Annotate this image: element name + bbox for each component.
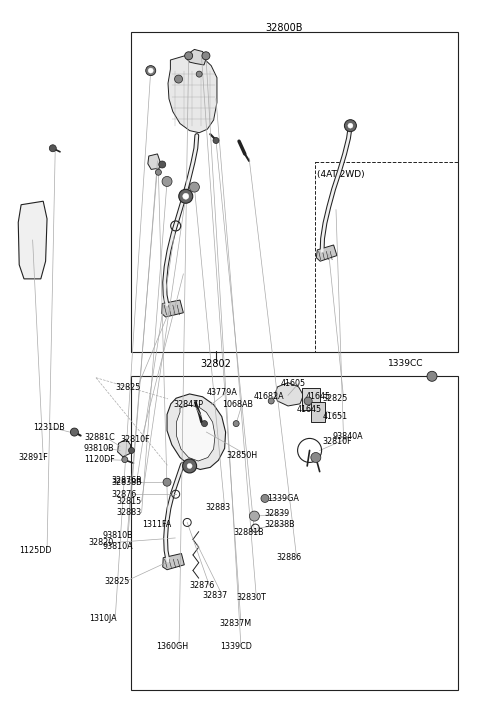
Text: 43779A: 43779A (206, 388, 237, 397)
Text: 32800B: 32800B (265, 23, 303, 33)
Text: 41682A: 41682A (253, 392, 284, 400)
Polygon shape (148, 154, 160, 169)
Text: 1360GH: 1360GH (156, 642, 188, 651)
Text: 32837M: 32837M (220, 619, 252, 628)
Text: 1068AB: 1068AB (222, 400, 253, 409)
Polygon shape (118, 439, 131, 457)
Circle shape (348, 123, 353, 128)
FancyBboxPatch shape (302, 388, 320, 410)
Polygon shape (167, 394, 226, 469)
Circle shape (187, 463, 192, 469)
Text: 32876R: 32876R (111, 477, 142, 485)
Circle shape (175, 75, 182, 83)
Text: 32886: 32886 (276, 554, 301, 562)
Text: 32815: 32815 (117, 497, 142, 505)
Circle shape (156, 169, 161, 175)
Circle shape (427, 371, 437, 381)
Text: 1120DF: 1120DF (84, 455, 115, 464)
Circle shape (146, 66, 156, 76)
Text: 32825: 32825 (115, 383, 141, 392)
Text: 32838B: 32838B (264, 520, 295, 529)
Circle shape (261, 494, 269, 503)
Circle shape (183, 193, 189, 199)
Text: 41645: 41645 (296, 405, 321, 414)
Text: 32881C: 32881C (84, 433, 115, 441)
Text: 32810F: 32810F (323, 438, 352, 446)
Text: 1311FA: 1311FA (142, 520, 171, 529)
Text: 32837: 32837 (202, 591, 228, 599)
Text: 32825: 32825 (323, 395, 348, 403)
Polygon shape (18, 201, 47, 279)
Polygon shape (163, 554, 184, 570)
Circle shape (202, 421, 207, 426)
Text: 32839: 32839 (264, 509, 290, 517)
Circle shape (179, 189, 193, 203)
Polygon shape (316, 245, 337, 261)
Circle shape (162, 176, 172, 186)
Text: 41651: 41651 (323, 412, 348, 421)
Circle shape (129, 448, 134, 453)
Circle shape (233, 421, 239, 426)
Text: 93810A: 93810A (102, 542, 133, 551)
Text: 32838B: 32838B (111, 479, 142, 487)
Text: 32830T: 32830T (236, 593, 266, 602)
Text: 1339CC: 1339CC (388, 359, 423, 368)
Polygon shape (275, 383, 303, 406)
Text: 93840A: 93840A (332, 432, 363, 441)
Text: 32876: 32876 (111, 490, 137, 498)
Text: 1125DD: 1125DD (19, 546, 52, 555)
Text: 32825: 32825 (105, 578, 130, 586)
Polygon shape (162, 300, 183, 317)
Text: 32850H: 32850H (227, 451, 258, 460)
Circle shape (311, 453, 321, 462)
Text: 32802: 32802 (201, 359, 231, 369)
Text: 1231DB: 1231DB (34, 424, 65, 432)
Text: 32881B: 32881B (234, 528, 264, 537)
Polygon shape (168, 55, 217, 133)
Circle shape (49, 145, 56, 152)
Text: 32883: 32883 (117, 508, 142, 517)
Text: 41605: 41605 (281, 379, 306, 388)
Text: (4AT 2WD): (4AT 2WD) (317, 170, 365, 179)
Text: 32891F: 32891F (18, 453, 48, 462)
Circle shape (202, 52, 210, 60)
Circle shape (148, 68, 153, 73)
Text: 1339GA: 1339GA (267, 494, 299, 503)
Circle shape (182, 459, 197, 473)
Text: 32883: 32883 (205, 503, 230, 512)
Polygon shape (177, 405, 215, 461)
Circle shape (185, 52, 192, 60)
Text: 32810F: 32810F (120, 435, 150, 443)
Circle shape (159, 161, 166, 168)
Polygon shape (186, 49, 206, 65)
Circle shape (213, 138, 219, 143)
Circle shape (304, 397, 312, 405)
Circle shape (250, 511, 259, 521)
Circle shape (196, 71, 202, 77)
Text: 32847P: 32847P (174, 400, 204, 409)
Circle shape (344, 120, 356, 131)
Text: 1339CD: 1339CD (220, 642, 252, 651)
FancyBboxPatch shape (311, 402, 325, 422)
Text: 93810B: 93810B (102, 531, 133, 539)
Circle shape (190, 182, 199, 192)
Text: 1310JA: 1310JA (89, 614, 117, 623)
Circle shape (122, 457, 128, 462)
Circle shape (163, 478, 171, 486)
Text: 32820: 32820 (89, 539, 114, 547)
Text: 93810B: 93810B (84, 444, 115, 453)
Text: 41645: 41645 (306, 392, 331, 400)
Text: 32876: 32876 (189, 581, 215, 590)
Circle shape (71, 428, 78, 436)
Circle shape (268, 398, 274, 404)
